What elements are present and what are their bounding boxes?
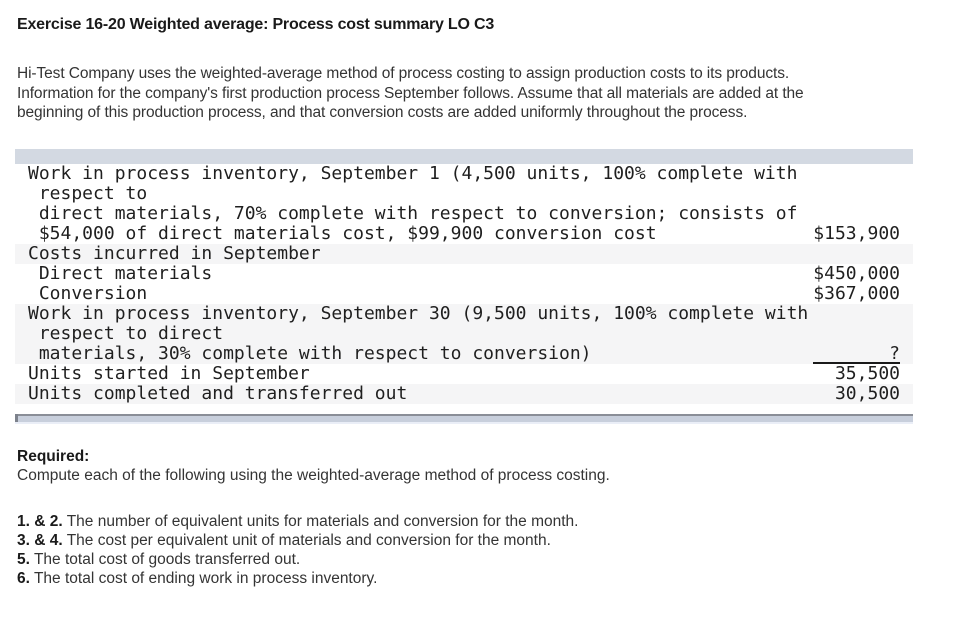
table-row: Work in process inventory, September 1 (… — [15, 162, 913, 184]
row-text: Work in process inventory, September 1 (… — [28, 162, 798, 184]
list-item: 1. & 2. The number of equivalent units f… — [17, 512, 958, 531]
row-text: Units started in September — [28, 362, 310, 384]
table-row: direct materials, 70% complete with resp… — [15, 202, 913, 224]
row-text: Work in process inventory, September 30 … — [28, 302, 809, 324]
scrollbar-thumb[interactable] — [15, 413, 913, 422]
row-value: $153,900 — [813, 222, 900, 244]
row-text: Units completed and transferred out — [28, 382, 408, 404]
required-section: Required: Compute each of the following … — [17, 447, 958, 485]
table-row: Units started in September 35,500 — [15, 362, 913, 384]
row-value: $367,000 — [813, 282, 900, 304]
item-number: 6. — [17, 569, 30, 587]
required-instruction: Compute each of the following using the … — [17, 466, 610, 484]
table-row: Conversion $367,000 — [15, 282, 913, 304]
row-value: 35,500 — [834, 362, 900, 384]
table-row: $54,000 of direct materials cost, $99,90… — [15, 222, 913, 244]
row-text: respect to — [28, 182, 148, 204]
table-row: Direct materials $450,000 — [15, 262, 913, 284]
list-item: 6. The total cost of ending work in proc… — [17, 569, 958, 588]
row-text: materials, 30% complete with respect to … — [28, 342, 592, 364]
table-row: Units completed and transferred out 30,5… — [15, 382, 913, 404]
item-number: 5. — [17, 550, 30, 568]
intro-line: beginning of this production process, an… — [17, 104, 748, 121]
row-text: Direct materials — [28, 262, 213, 284]
exercise-title: Exercise 16-20 Weighted average: Process… — [17, 16, 495, 33]
item-text: The number of equivalent units for mater… — [62, 512, 579, 530]
list-item: 5. The total cost of goods transferred o… — [17, 550, 958, 569]
table-row: respect to — [15, 182, 913, 204]
row-text: Costs incurred in September — [28, 242, 321, 264]
cost-summary-table: Work in process inventory, September 1 (… — [15, 148, 913, 424]
row-text: direct materials, 70% complete with resp… — [28, 202, 798, 224]
item-text: The total cost of goods transferred out. — [29, 550, 301, 568]
intro-line: Hi-Test Company uses the weighted-averag… — [17, 65, 790, 82]
row-text: $54,000 of direct materials cost, $99,90… — [28, 222, 657, 244]
intro-line: Information for the company's first prod… — [17, 84, 804, 102]
row-value: 30,500 — [834, 382, 900, 404]
item-number: 1. & 2. — [17, 512, 63, 530]
row-value-unknown: ? — [813, 343, 900, 364]
intro-paragraph: Hi-Test Company uses the weighted-averag… — [17, 64, 958, 123]
row-text: Conversion — [28, 282, 148, 304]
table-row: Costs incurred in September — [15, 242, 913, 264]
table-header-bar — [15, 148, 913, 164]
horizontal-scrollbar[interactable] — [15, 413, 913, 424]
item-number: 3. & 4. — [17, 531, 63, 549]
required-items-list: 1. & 2. The number of equivalent units f… — [17, 512, 958, 588]
item-text: The total cost of ending work in process… — [29, 569, 378, 587]
row-value: $450,000 — [813, 262, 900, 284]
item-text: The cost per equivalent unit of material… — [62, 531, 551, 549]
table-row: respect to direct — [15, 322, 913, 344]
required-label: Required: — [17, 447, 90, 465]
table-row: Work in process inventory, September 30 … — [15, 302, 913, 324]
row-text: respect to direct — [28, 322, 224, 344]
table-row: materials, 30% complete with respect to … — [15, 342, 913, 364]
list-item: 3. & 4. The cost per equivalent unit of … — [17, 531, 958, 550]
